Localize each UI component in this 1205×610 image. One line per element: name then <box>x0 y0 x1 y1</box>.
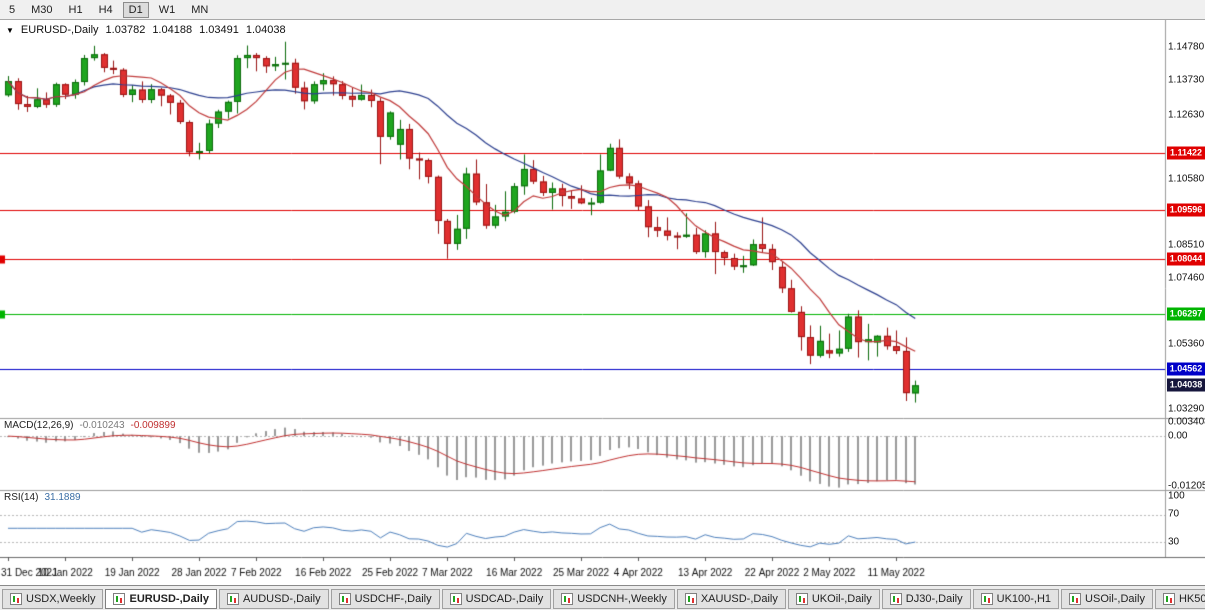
hline-price-tag: 1.04562 <box>1167 362 1205 376</box>
symbol-tab-usdcad-daily[interactable]: USDCAD-,Daily <box>441 588 552 609</box>
indicator-axis-label: 100 <box>1168 490 1185 502</box>
timeframe-button-W1[interactable]: W1 <box>158 3 176 16</box>
rsi-value: 31.1889 <box>44 492 81 503</box>
tab-chart-icon <box>338 592 351 605</box>
tab-label: UKOil-,Daily <box>811 592 872 605</box>
low-value: 1.03491 <box>199 24 239 36</box>
symbol-tab-xauusd-daily[interactable]: XAUUSD-,Daily <box>676 588 786 609</box>
price-axis-label: 1.14780 <box>1168 41 1205 53</box>
tab-chart-icon <box>10 592 22 605</box>
tab-label: XAUUSD-,Daily <box>700 592 778 605</box>
timeframe-button-5[interactable]: 5 <box>9 3 16 16</box>
price-axis-label: 1.08510 <box>1168 239 1205 250</box>
timeframe-button-D1[interactable]: D1 <box>122 1 149 18</box>
rsi-title: RSI(14) <box>4 492 39 503</box>
macd-signal-value: -0.009899 <box>130 420 176 431</box>
hline-price-tag: 1.08044 <box>1167 252 1205 266</box>
macd-indicator-label: MACD(12,26,9) -0.010243 -0.009899 <box>4 420 176 431</box>
symbol-tab-usdcnh-weekly[interactable]: USDCNH-,Weekly <box>553 588 675 609</box>
tab-chart-icon <box>889 592 902 605</box>
tab-label: HK50-,Daily <box>1178 592 1205 605</box>
symbol-tab-dj30-daily[interactable]: DJ30-,Daily <box>881 588 971 609</box>
timeframe-button-H4[interactable]: H4 <box>98 3 113 16</box>
hline-price-tag: 1.06297 <box>1167 307 1205 321</box>
symbol-tab-uk100-h1[interactable]: UK100-,H1 <box>972 588 1060 609</box>
timeframe-toolbar: 5 M30 H1 H4 D1 W1 MN <box>0 0 1205 20</box>
tab-label: USDX,Weekly <box>26 592 96 605</box>
symbol-tab-audusd-daily[interactable]: AUDUSD-,Daily <box>218 588 329 609</box>
close-value: 1.04038 <box>245 24 286 36</box>
tab-label: DJ30-,Daily <box>905 592 963 605</box>
tab-chart-icon <box>226 592 239 605</box>
tab-chart-icon <box>113 592 126 605</box>
indicator-axis-label: 70 <box>1168 508 1180 520</box>
tab-label: USDCAD-,Daily <box>465 592 544 605</box>
tab-label: UK100-,H1 <box>996 592 1052 605</box>
tab-chart-icon <box>1162 592 1175 605</box>
timeframe-button-M30[interactable]: M30 <box>31 3 53 16</box>
current-price-tag: 1.04038 <box>1167 378 1205 392</box>
rsi-indicator-label: RSI(14) 31.1889 <box>4 492 81 503</box>
price-axis-label: 1.03290 <box>1168 403 1205 415</box>
indicator-axis-label: 0.00 <box>1168 430 1188 442</box>
symbol-tab-usdx-weekly[interactable]: USDX,Weekly <box>2 588 104 609</box>
price-axis-label: 1.13730 <box>1168 74 1205 86</box>
tab-chart-icon <box>449 592 462 605</box>
macd-main-value: -0.010243 <box>79 420 125 431</box>
macd-title: MACD(12,26,9) <box>4 420 74 431</box>
price-axis-label: 1.12630 <box>1168 109 1205 121</box>
symbol-tab-ukoil-daily[interactable]: UKOil-,Daily <box>787 588 880 609</box>
indicator-axis-label: 0.003408 <box>1168 416 1205 428</box>
price-axis[interactable]: 1.14780 1.13730 1.12630 1.10580 1.08510 1.074… <box>1166 20 1205 557</box>
tab-chart-icon <box>980 592 993 605</box>
symbol-tab-hk50-daily[interactable]: HK50-,Daily <box>1154 588 1205 609</box>
tab-label: USDCHF-,Daily <box>354 592 432 605</box>
hline-price-tag: 1.11422 <box>1167 146 1205 160</box>
symbol-tab-bar: USDX,Weekly EURUSD-,Daily AUDUSD-,Daily USD… <box>0 585 1205 610</box>
chart-symbol-label: EURUSD-,Daily <box>20 24 99 36</box>
tab-chart-icon <box>684 592 697 605</box>
symbol-tab-usdchf-daily[interactable]: USDCHF-,Daily <box>330 588 440 609</box>
open-value: 1.03782 <box>105 24 146 36</box>
tab-chart-icon <box>1069 592 1082 605</box>
indicator-axis-label: 30 <box>1168 536 1180 548</box>
price-axis-label: 1.07460 <box>1168 272 1205 284</box>
price-axis-label: 1.05360 <box>1168 338 1205 350</box>
high-value: 1.04188 <box>152 24 193 36</box>
hline-price-tag: 1.09596 <box>1167 203 1205 217</box>
tab-label: USOil-,Daily <box>1085 592 1145 605</box>
price-chart-canvas[interactable] <box>0 20 1205 585</box>
price-axis-label: 1.10580 <box>1168 173 1205 185</box>
tab-label: AUDUSD-,Daily <box>242 592 321 605</box>
tab-chart-icon <box>561 592 574 605</box>
symbol-tab-usoil-daily[interactable]: USOil-,Daily <box>1061 588 1153 609</box>
indicator-axis-label: -0.01205 <box>1168 480 1205 492</box>
tab-chart-icon <box>795 592 808 605</box>
chart-ohlc-header: ▼ EURUSD-,Daily 1.03782 1.04188 1.03491 … <box>6 24 286 36</box>
tab-label: USDCNH-,Weekly <box>577 592 667 605</box>
timeframe-button-MN[interactable]: MN <box>191 3 209 16</box>
tab-label: EURUSD-,Daily <box>129 592 209 605</box>
timeframe-button-H1[interactable]: H1 <box>68 3 83 16</box>
collapse-chart-icon[interactable]: ▼ <box>6 25 14 35</box>
symbol-tab-eurusd-daily[interactable]: EURUSD-,Daily <box>105 588 217 609</box>
